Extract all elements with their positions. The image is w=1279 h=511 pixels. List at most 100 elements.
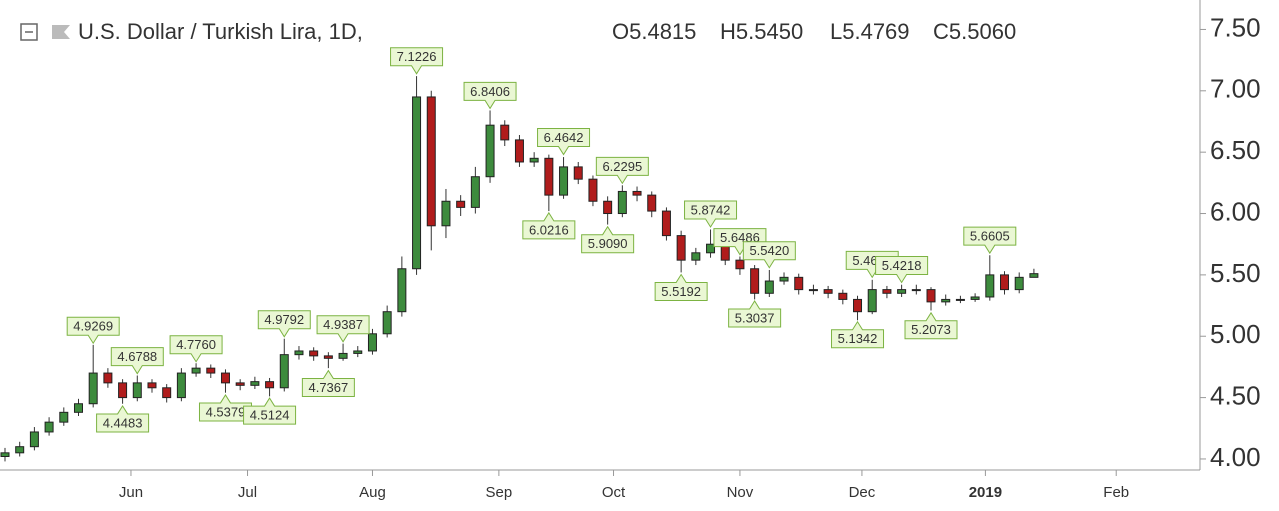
annotation-label: 6.8406 [470, 84, 510, 99]
candle-body [220, 372, 230, 384]
annotation-label: 4.7760 [176, 337, 216, 352]
candle-body [353, 350, 363, 354]
x-tick-label: Feb [1103, 484, 1129, 501]
candle-body [279, 354, 289, 389]
annotation-box [831, 320, 885, 349]
candle-body [691, 252, 701, 261]
annotation-box [728, 300, 782, 328]
candle-body [367, 333, 377, 352]
annotation-label: 4.7367 [308, 380, 348, 395]
ohlc-close: C5.5060 [933, 19, 1016, 44]
annotation-box [963, 226, 1017, 255]
y-tick-label: 5.50 [1210, 258, 1261, 288]
candle-body [323, 355, 333, 359]
candle-body [764, 280, 774, 294]
annotation-box [581, 225, 635, 254]
annotation-label: 5.2073 [911, 322, 951, 337]
annotation-box [713, 228, 767, 256]
annotation-box [110, 347, 164, 375]
annotation-box [169, 335, 223, 363]
candle-body [235, 382, 245, 386]
candle-body [970, 296, 980, 300]
candle-body [647, 194, 657, 212]
candle-body [250, 381, 260, 386]
candle-body [955, 298, 965, 301]
candle-body [588, 178, 598, 202]
candle-body [794, 276, 804, 291]
x-tick-label: Dec [849, 484, 876, 501]
annotation-label: 4.9387 [323, 317, 363, 332]
annotation-label: 5.9090 [588, 236, 628, 251]
annotation-label: 6.2295 [602, 159, 642, 174]
annotation-label: 6.4642 [544, 130, 584, 145]
candle-body [426, 96, 436, 227]
annotation-box [66, 316, 120, 345]
candle-body [338, 352, 348, 359]
y-tick-label: 4.50 [1210, 380, 1261, 410]
candle-body [500, 124, 510, 141]
annotation-box [904, 311, 958, 340]
candle-body [706, 243, 716, 254]
y-tick-label: 4.00 [1210, 442, 1261, 472]
candle-body [985, 274, 995, 298]
candle-body [103, 372, 113, 384]
collapse-button[interactable] [20, 23, 38, 41]
candle-body [73, 403, 83, 413]
x-tick-label: Jun [119, 484, 143, 501]
candle-body [941, 298, 951, 303]
candle-body [617, 190, 627, 215]
annotation-label: 6.0216 [529, 222, 569, 237]
candle-body [911, 289, 921, 292]
candle-body [485, 124, 495, 178]
annotation-label: 5.3037 [735, 310, 775, 325]
annotation-label: 5.4218 [882, 258, 922, 273]
candle-body [309, 350, 319, 357]
candle-body [1000, 274, 1010, 291]
candle-body [176, 372, 186, 399]
candle-body [882, 289, 892, 294]
annotation-box [595, 156, 649, 185]
candle-body [514, 139, 524, 163]
candle-body [1014, 276, 1024, 291]
candle-body [838, 292, 848, 300]
candle-body [676, 235, 686, 261]
x-tick-label: Oct [602, 484, 626, 501]
annotation-label: 5.5420 [749, 243, 789, 258]
x-tick-label: Sep [486, 484, 513, 501]
x-tick-label: Aug [359, 484, 386, 501]
annotation-label: 4.9792 [264, 312, 304, 327]
annotation-label: 5.5192 [661, 284, 701, 299]
annotation-box [684, 200, 738, 228]
annotation-box [742, 241, 796, 269]
candle-body [853, 298, 863, 313]
annotation-label: 4.4483 [103, 415, 143, 430]
annotation-box [243, 397, 297, 425]
candle-body [823, 289, 833, 294]
annotation-box [198, 394, 252, 422]
candle-body [0, 452, 10, 458]
annotation-label: 5.1342 [838, 331, 878, 346]
annotation-box [96, 404, 150, 433]
candle-body [750, 268, 760, 294]
candle-body [544, 157, 554, 196]
x-tick-label: Nov [727, 484, 754, 501]
annotation-label: 5.8742 [691, 202, 731, 217]
candle-body [191, 367, 201, 374]
candle-body [162, 387, 172, 399]
candle-body [294, 350, 304, 356]
candle-body [265, 381, 275, 389]
ohlc-open: O5.4815 [612, 19, 696, 44]
annotation-box [301, 369, 355, 398]
annotation-box [537, 128, 591, 156]
annotation-box [316, 315, 370, 343]
candle-body [573, 166, 583, 180]
candle-body [412, 96, 422, 270]
candle-body [147, 382, 157, 389]
annotation-box [522, 211, 576, 240]
candle-body [44, 421, 54, 433]
x-tick-label: 2019 [969, 484, 1002, 501]
candle-body [603, 200, 613, 215]
candle-body [470, 176, 480, 208]
candle-body [59, 411, 69, 423]
